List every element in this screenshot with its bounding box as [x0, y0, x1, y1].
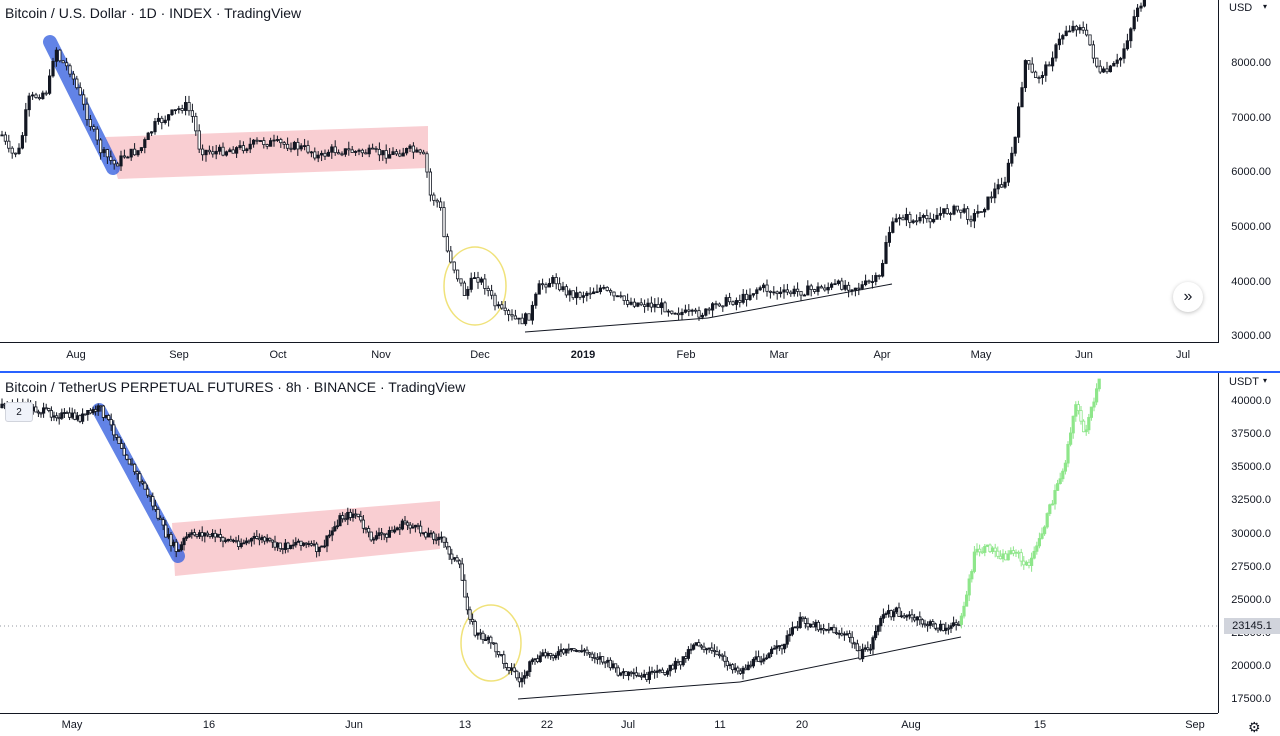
bottom-time-label: 15	[1033, 719, 1047, 731]
bottom-currency-selector[interactable]: USDT	[1229, 376, 1259, 388]
bottom-time-label: Aug	[901, 719, 921, 731]
bottom-time-label: 13	[458, 719, 472, 731]
consolidation-channel	[172, 501, 440, 576]
top-time-label: May	[970, 349, 992, 361]
bottom-price-label: 17500.0	[1231, 693, 1271, 705]
support-trendline	[524, 317, 709, 333]
bottom-price-label: 20000.0	[1231, 660, 1271, 672]
downtrend-highlight	[43, 35, 120, 175]
bottom-price-label: 32500.0	[1231, 494, 1271, 506]
top-time-label: 2019	[570, 349, 596, 361]
legend-toggle-button[interactable]: 2	[5, 402, 33, 422]
last-price-badge: 23145.1	[1224, 618, 1280, 634]
bottom-price-label: 35000.0	[1231, 461, 1271, 473]
top-price-label: 6000.00	[1231, 166, 1271, 178]
top-time-label: Mar	[769, 349, 789, 361]
bottom-chart-pane[interactable]: Bitcoin / TetherUS PERPETUAL FUTURES · 8…	[0, 373, 1280, 713]
bottom-time-label: 16	[202, 719, 216, 731]
bottom-time-label: 22	[540, 719, 554, 731]
support-trendline	[707, 283, 893, 319]
pane-divider[interactable]	[0, 371, 1280, 373]
bottom-price-label: 30000.0	[1231, 528, 1271, 540]
top-time-label: Jul	[1175, 349, 1191, 361]
consolidation-channel	[105, 126, 428, 179]
top-time-label: Aug	[66, 349, 86, 361]
support-trendline	[739, 636, 962, 683]
scroll-to-realtime-button[interactable]: »	[1173, 282, 1203, 312]
bottom-time-label: May	[61, 719, 83, 731]
top-time-axis[interactable]: Aug Sep Oct Nov Dec 2019 Feb Mar Apr May…	[0, 342, 1218, 372]
double-chevron-right-icon: »	[1183, 288, 1193, 305]
legend-toggle-label: 2	[16, 406, 22, 418]
top-time-label: Nov	[371, 349, 391, 361]
top-currency-selector[interactable]: USD	[1229, 2, 1253, 14]
bottom-time-label: Jun	[345, 719, 363, 731]
bottom-chart-title: Bitcoin / TetherUS PERPETUAL FUTURES · 8…	[5, 379, 466, 395]
top-price-label: 5000.00	[1231, 221, 1271, 233]
top-time-label: Oct	[269, 349, 287, 361]
support-trendline	[517, 681, 741, 700]
top-time-label: Feb	[676, 349, 696, 361]
top-chart-pane[interactable]: Bitcoin / U.S. Dollar · 1D · INDEX · Tra…	[0, 0, 1280, 343]
chevron-down-icon[interactable]: ▾	[1263, 2, 1268, 11]
bottom-price-label: 27500.0	[1231, 561, 1271, 573]
bottom-time-label: 20	[795, 719, 809, 731]
top-time-label: Apr	[873, 349, 891, 361]
capitulation-circle	[443, 246, 507, 326]
bottom-candles	[0, 378, 1101, 688]
top-price-label: 8000.00	[1231, 57, 1271, 69]
bottom-time-label: Jul	[620, 719, 636, 731]
bottom-price-label: 25000.0	[1231, 594, 1271, 606]
chevron-down-icon[interactable]: ▾	[1263, 376, 1268, 385]
bottom-time-label: 11	[714, 719, 726, 731]
top-price-label: 4000.00	[1231, 276, 1271, 288]
gear-icon[interactable]: ⚙	[1248, 719, 1261, 735]
bottom-price-label: 40000.0	[1231, 395, 1271, 407]
top-chart-plot[interactable]	[0, 0, 1218, 343]
top-price-label: 7000.00	[1231, 112, 1271, 124]
top-candles	[0, 0, 1146, 326]
bottom-time-label: Sep	[1185, 719, 1205, 731]
bottom-time-axis[interactable]: May 16 Jun 13 22 Jul 11 20 Aug 15 Sep	[0, 713, 1218, 736]
bottom-price-label: 37500.0	[1231, 428, 1271, 440]
capitulation-circle	[460, 604, 522, 682]
top-time-label: Dec	[470, 349, 490, 361]
top-price-label: 3000.00	[1231, 330, 1271, 342]
top-time-label: Sep	[169, 349, 189, 361]
top-time-label: Jun	[1075, 349, 1093, 361]
top-price-axis[interactable]: USD ▾ 8000.00 7000.00 6000.00 5000.00 40…	[1218, 0, 1280, 343]
top-chart-title: Bitcoin / U.S. Dollar · 1D · INDEX · Tra…	[5, 5, 302, 21]
bottom-price-axis[interactable]: USDT ▾ 40000.0 37500.0 35000.0 32500.0 3…	[1218, 373, 1280, 713]
bottom-chart-plot[interactable]	[0, 373, 1218, 713]
